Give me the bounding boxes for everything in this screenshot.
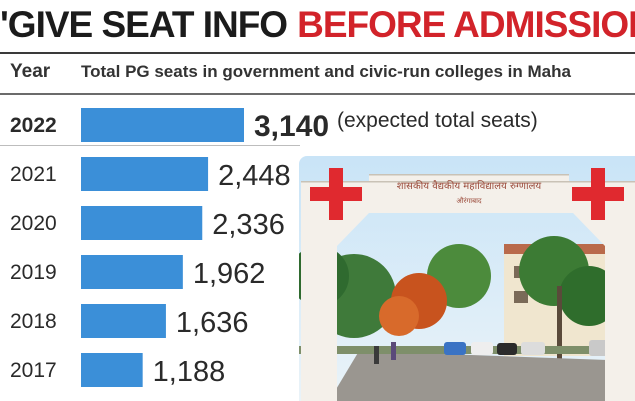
gate-subsign-text: औरंगाबाद [456, 196, 482, 205]
annotation-label: (expected total seats) [337, 109, 538, 132]
year-label: 2020 [10, 212, 57, 235]
value-label: 2,336 [212, 209, 285, 241]
college-gate-photo: शासकीय वैद्यकीय महाविद्यालय रुग्णालय औरं… [299, 156, 635, 401]
value-label: 1,636 [176, 307, 249, 339]
gate-sign-text: शासकीय वैद्यकीय महाविद्यालय रुग्णालय [397, 180, 542, 192]
headline-part-2: BEFORE ADMISSIONS' [297, 4, 635, 45]
row-divider [0, 145, 300, 146]
year-column-header: Year [10, 61, 51, 82]
headline: 'GIVE SEAT INFO BEFORE ADMISSIONS' [0, 0, 635, 50]
value-label: 1,188 [153, 356, 226, 388]
value-label: 1,962 [193, 258, 266, 290]
year-label: 2022 [10, 114, 57, 137]
bar [81, 108, 244, 142]
year-label: 2017 [10, 359, 57, 382]
bar [81, 206, 203, 240]
value-label: 3,140 [254, 110, 329, 143]
bar [81, 157, 209, 191]
headline-divider [0, 52, 635, 54]
bar [81, 255, 183, 289]
bar-chart: 2022 3,140 2021 2,448 2020 2,336 2019 1,962 2018… [10, 108, 538, 388]
bar [81, 353, 143, 387]
chart-title: Total PG seats in government and civic-r… [81, 62, 571, 81]
header-divider [0, 93, 635, 95]
bar [81, 304, 166, 338]
year-label: 2021 [10, 163, 57, 186]
year-label: 2019 [10, 261, 57, 284]
value-label: 2,448 [218, 160, 291, 192]
headline-part-1: 'GIVE SEAT INFO [0, 4, 288, 45]
year-label: 2018 [10, 310, 57, 333]
